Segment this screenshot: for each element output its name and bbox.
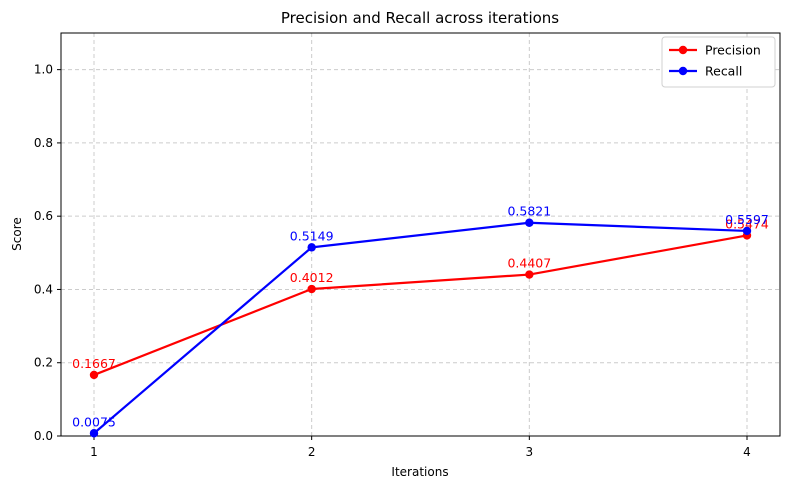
data-label: 0.5597 [725, 212, 769, 227]
data-label: 0.4012 [290, 270, 334, 285]
data-label: 0.5149 [290, 228, 334, 243]
y-tick-label: 0.8 [34, 136, 53, 150]
data-point [89, 429, 99, 438]
data-labels: 0.1667 0.4012 0.4407 0.5474 0.0075 0.5149 0.58… [72, 204, 769, 430]
data-label: 0.5821 [507, 204, 551, 219]
data-label: 0.0075 [72, 414, 116, 429]
x-tick-label: 2 [308, 445, 316, 459]
data-label: 0.4407 [507, 256, 551, 271]
x-tick-label: 3 [526, 445, 534, 459]
plot-area-frame [60, 32, 781, 437]
series-lines [89, 218, 752, 438]
data-label: 0.5474 [725, 216, 769, 231]
data-label: 0.1667 [72, 356, 116, 371]
legend-label-recall: Recall [705, 64, 742, 79]
series-line-recall [92, 221, 749, 435]
legend: Precision Recall [661, 36, 776, 88]
y-tick-label: 0.2 [34, 356, 53, 370]
y-tick-label: 0.4 [34, 282, 53, 296]
axis-ticks: 1 2 3 4 0.0 0.2 0.4 0.6 0.8 1.0 [34, 63, 751, 459]
y-tick-label: 0.0 [34, 429, 53, 443]
data-point [525, 270, 534, 279]
data-point [742, 226, 752, 236]
legend-label-precision: Precision [705, 43, 761, 58]
x-axis-label: Iterations [391, 465, 448, 479]
data-point [307, 243, 316, 252]
series-line-precision [92, 234, 749, 377]
data-point [89, 370, 99, 380]
y-axis-label: Score [10, 217, 24, 251]
x-tick-label: 4 [743, 445, 751, 459]
chart-title: Precision and Recall across iterations [281, 9, 559, 27]
legend-marker-precision [678, 45, 688, 55]
y-tick-label: 0.6 [34, 209, 53, 223]
legend-marker-recall [678, 66, 688, 76]
data-point [307, 284, 316, 294]
x-tick-label: 1 [90, 445, 98, 459]
data-point [525, 218, 534, 227]
y-tick-label: 1.0 [34, 63, 53, 77]
